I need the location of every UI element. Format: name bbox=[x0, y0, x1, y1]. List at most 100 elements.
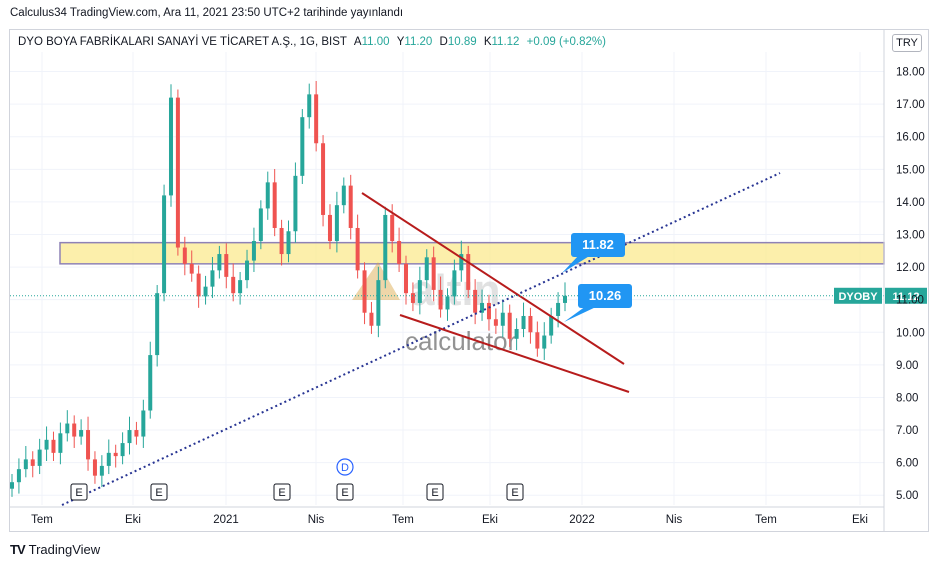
y-tick-label: 13.00 bbox=[896, 230, 925, 242]
time-axis[interactable]: Tem Eki 2021 Nis Tem Eki 2022 Nis Tem Eki bbox=[10, 506, 884, 526]
candle-body bbox=[127, 430, 132, 444]
x-tick-label: Eki bbox=[852, 514, 868, 526]
dividend-marker-label: D bbox=[341, 462, 349, 474]
open-value: 11.00 bbox=[361, 36, 390, 48]
candle-body bbox=[168, 97, 173, 196]
high-value: 11.20 bbox=[404, 36, 433, 48]
candle-body bbox=[120, 443, 125, 457]
candle-body bbox=[175, 97, 180, 248]
currency-button[interactable]: TRY bbox=[892, 34, 922, 52]
y-tick-label: 17.00 bbox=[896, 99, 925, 111]
candle-body bbox=[486, 302, 491, 320]
dotted-trend-line bbox=[61, 172, 781, 506]
x-tick-label: Nis bbox=[308, 514, 325, 526]
event-markers: E E E E E E D bbox=[70, 458, 524, 501]
candle-body bbox=[224, 254, 229, 277]
candle-body bbox=[542, 335, 547, 349]
candle-body bbox=[480, 302, 485, 313]
candle-body bbox=[265, 182, 270, 209]
change-value: +0.09 (+0.82%) bbox=[526, 36, 606, 48]
candle-body bbox=[452, 270, 457, 297]
candle-body bbox=[231, 276, 236, 294]
chart-frame bbox=[9, 29, 929, 532]
y-tick-label: 18.00 bbox=[896, 67, 925, 79]
x-tick-label: 2022 bbox=[569, 514, 595, 526]
candle-body bbox=[10, 482, 14, 489]
close-label: K bbox=[483, 36, 492, 48]
x-tick-label: Tem bbox=[31, 514, 53, 526]
candle-body bbox=[563, 295, 567, 303]
earnings-marker-label: E bbox=[75, 487, 82, 499]
candle-body bbox=[99, 465, 104, 476]
candle-body bbox=[272, 182, 277, 228]
candle-body bbox=[238, 280, 243, 294]
candle-body bbox=[404, 263, 409, 294]
candle-body bbox=[79, 430, 84, 437]
earnings-marker-icon bbox=[426, 483, 444, 501]
candle-body bbox=[300, 117, 305, 176]
x-tick-label: Eki bbox=[482, 514, 498, 526]
close-value: 11.12 bbox=[491, 36, 520, 48]
candle-body bbox=[500, 312, 505, 326]
candle-body bbox=[113, 452, 118, 457]
candle-body bbox=[279, 227, 284, 255]
dividend-marker-icon bbox=[336, 458, 354, 476]
candle-body bbox=[286, 231, 291, 255]
price-axis[interactable]: 18.00 17.00 16.00 15.00 14.00 13.00 12.00 11.00… bbox=[883, 30, 925, 531]
candle-body bbox=[314, 94, 319, 144]
candle-body bbox=[362, 270, 367, 313]
candle-body bbox=[431, 257, 436, 290]
candle-body bbox=[44, 439, 49, 450]
symbol-tag bbox=[834, 287, 882, 304]
candle-body bbox=[397, 241, 402, 264]
candle-body bbox=[30, 459, 35, 466]
x-tick-label: Tem bbox=[755, 514, 777, 526]
candle-body bbox=[203, 286, 208, 297]
candle-body bbox=[445, 296, 450, 310]
candle-body bbox=[245, 260, 250, 281]
drawings: DYOBY 11.12 11.82 10.26 bbox=[10, 172, 927, 506]
candle-body bbox=[92, 459, 97, 476]
candle-body bbox=[369, 312, 374, 326]
y-tick-label: 5.00 bbox=[896, 490, 918, 502]
y-tick-label: 6.00 bbox=[896, 458, 918, 470]
candles bbox=[10, 81, 567, 497]
y-tick-label: 16.00 bbox=[896, 132, 925, 144]
candle-body bbox=[438, 289, 443, 310]
candle-body bbox=[459, 254, 464, 271]
candle-body bbox=[556, 302, 561, 316]
callout-pointer bbox=[564, 306, 598, 322]
low-value: 10.89 bbox=[447, 36, 477, 48]
lower-wedge-line bbox=[399, 314, 630, 393]
earnings-marker-icon bbox=[150, 483, 168, 501]
low-label: D bbox=[439, 36, 448, 48]
candle-body bbox=[528, 315, 533, 333]
y-tick-label: 15.00 bbox=[896, 164, 925, 176]
candle-body bbox=[307, 94, 312, 118]
y-tick-label: 9.00 bbox=[896, 360, 918, 372]
callout-box bbox=[578, 284, 632, 308]
y-tick-label: 7.00 bbox=[896, 425, 918, 437]
candle-body bbox=[473, 289, 478, 313]
candle-body bbox=[535, 332, 540, 349]
candle-body bbox=[258, 208, 263, 242]
candle-body bbox=[155, 293, 160, 356]
candle-body bbox=[507, 312, 512, 339]
callout-box bbox=[571, 233, 625, 257]
candle-body bbox=[16, 469, 21, 483]
candle-body bbox=[182, 247, 187, 264]
candle-body bbox=[549, 315, 554, 336]
candle-body bbox=[390, 214, 395, 242]
candle-body bbox=[327, 214, 332, 242]
candle-body bbox=[37, 449, 42, 466]
candle-body bbox=[58, 433, 63, 453]
candle-body bbox=[334, 205, 339, 242]
callout-pointer bbox=[562, 255, 591, 273]
legend-line: DYO BOYA FABRİKALARI SANAYİ VE TİCARET A… bbox=[18, 36, 606, 48]
candle-body bbox=[355, 227, 360, 271]
price-tag-label: 11.12 bbox=[893, 291, 920, 303]
published-info: Calculus34 TradingView.com, Ara 11, 2021… bbox=[10, 7, 404, 19]
candle-body bbox=[86, 430, 91, 460]
x-tick-label: Tem bbox=[392, 514, 414, 526]
